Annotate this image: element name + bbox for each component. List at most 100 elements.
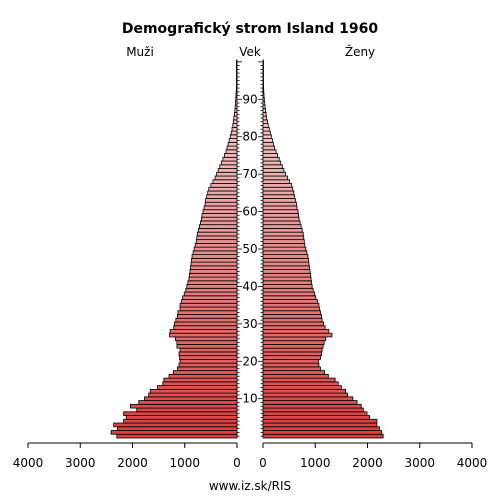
male-bar-age-74 xyxy=(222,156,238,162)
female-bar-age-20 xyxy=(262,359,319,364)
male-bar-age-25 xyxy=(176,340,238,345)
female-bar-age-85 xyxy=(262,115,268,121)
male-bar-age-79 xyxy=(228,138,238,143)
male-bar-age-12 xyxy=(149,388,238,394)
male-bar-age-81 xyxy=(230,130,238,136)
age-tick-label: 40 xyxy=(242,279,257,293)
male-bar-age-91 xyxy=(235,93,238,98)
female-bar-age-71 xyxy=(262,168,285,173)
female-bar-age-28 xyxy=(262,329,330,334)
male-bar-age-18 xyxy=(177,366,238,372)
male-bar-age-88 xyxy=(234,104,238,110)
female-bar-age-17 xyxy=(262,370,326,375)
female-bar-age-23 xyxy=(262,347,323,353)
age-tick-label: 20 xyxy=(242,354,257,368)
male-bar-age-43 xyxy=(189,272,238,278)
male-bar-age-56 xyxy=(198,224,238,229)
female-bar-age-25 xyxy=(262,340,325,345)
male-bar-age-7 xyxy=(136,407,238,413)
female-bar-age-51 xyxy=(262,242,306,248)
male-bar-age-2 xyxy=(116,426,238,431)
male-bar-age-9 xyxy=(138,400,238,405)
female-bar-age-75 xyxy=(262,153,279,158)
female-bar-age-62 xyxy=(262,201,297,207)
female-bar-age-47 xyxy=(262,257,309,263)
male-bar-age-23 xyxy=(179,347,238,353)
male-tick-label: 0 xyxy=(233,456,241,470)
male-bar-age-69 xyxy=(214,175,238,181)
male-bar-age-49 xyxy=(192,250,238,256)
male-bar-age-57 xyxy=(200,220,238,226)
male-bar-age-24 xyxy=(176,344,238,349)
female-bar-age-18 xyxy=(262,366,321,372)
male-bar-age-72 xyxy=(219,164,238,169)
female-bar-age-14 xyxy=(262,381,339,386)
age-axis: 10 20 30 40 50 60 70 80 90 xyxy=(237,61,263,437)
male-bar-age-97 xyxy=(236,70,238,76)
female-bar-age-45 xyxy=(262,265,310,270)
female-tick-label: 0 xyxy=(259,456,267,470)
female-bar-age-29 xyxy=(262,325,326,330)
male-bar-age-6 xyxy=(123,411,238,416)
male-bar-age-83 xyxy=(232,123,238,128)
female-bar-age-39 xyxy=(262,287,314,293)
female-bar-age-83 xyxy=(262,123,269,128)
female-tick-label: 3000 xyxy=(404,456,435,470)
male-bar-age-70 xyxy=(216,171,238,177)
male-bar-age-66 xyxy=(208,186,238,192)
female-bar-age-88 xyxy=(262,104,266,110)
male-bar-age-38 xyxy=(183,291,238,297)
male-bar-age-64 xyxy=(206,194,238,199)
female-bar-age-59 xyxy=(262,213,299,218)
female-bar-age-41 xyxy=(262,280,312,285)
female-bar-age-7 xyxy=(262,407,364,413)
female-bar-age-16 xyxy=(262,373,329,379)
male-bar-age-37 xyxy=(182,295,238,300)
male-bar-age-44 xyxy=(189,269,238,274)
male-tick-label: 3000 xyxy=(65,456,96,470)
female-bar-age-64 xyxy=(262,194,295,199)
age-tick-label: 60 xyxy=(242,205,257,219)
female-bar-age-89 xyxy=(262,100,266,106)
male-bar-age-8 xyxy=(130,403,238,409)
male-bar-age-36 xyxy=(181,299,238,304)
male-bar-age-96 xyxy=(236,74,238,80)
male-bar-age-62 xyxy=(204,201,238,207)
male-bar-age-16 xyxy=(168,373,238,379)
female-bar-age-21 xyxy=(262,355,321,360)
male-bar-age-68 xyxy=(212,179,238,184)
female-bar-age-90 xyxy=(262,97,265,102)
male-bar-age-17 xyxy=(172,370,238,375)
female-tick-label: 2000 xyxy=(352,456,383,470)
male-bar-age-21 xyxy=(179,355,238,360)
male-bar-age-4 xyxy=(123,418,238,424)
male-bar-age-77 xyxy=(226,145,238,151)
male-bar-age-95 xyxy=(236,78,238,83)
female-bar-age-34 xyxy=(262,306,320,312)
female-bar-age-78 xyxy=(262,141,274,147)
female-bar-age-100 xyxy=(262,59,264,65)
male-bar-age-5 xyxy=(125,415,238,420)
female-bar-age-13 xyxy=(262,385,342,390)
male-bar-age-27 xyxy=(169,332,238,338)
male-bar-age-30 xyxy=(173,321,238,327)
male-bar-age-33 xyxy=(177,310,238,315)
female-bar-age-77 xyxy=(262,145,275,151)
age-tick-label: 30 xyxy=(242,317,257,331)
female-bar-age-63 xyxy=(262,198,296,203)
female-bar-age-1 xyxy=(262,430,383,435)
chart-title: Demografický strom Island 1960 xyxy=(122,21,379,37)
female-bar-age-6 xyxy=(262,411,368,416)
female-bar-age-3 xyxy=(262,422,378,428)
male-bar-age-99 xyxy=(236,63,238,68)
male-bar-age-93 xyxy=(235,85,238,91)
female-bar-age-4 xyxy=(262,418,378,424)
female-bar-age-80 xyxy=(262,134,272,139)
female-bar-age-46 xyxy=(262,261,310,267)
male-bar-age-39 xyxy=(185,287,238,293)
male-bar-age-51 xyxy=(194,242,238,248)
female-bar-age-42 xyxy=(262,276,312,282)
female-bar-age-87 xyxy=(262,108,267,113)
female-bar-age-60 xyxy=(262,209,299,214)
